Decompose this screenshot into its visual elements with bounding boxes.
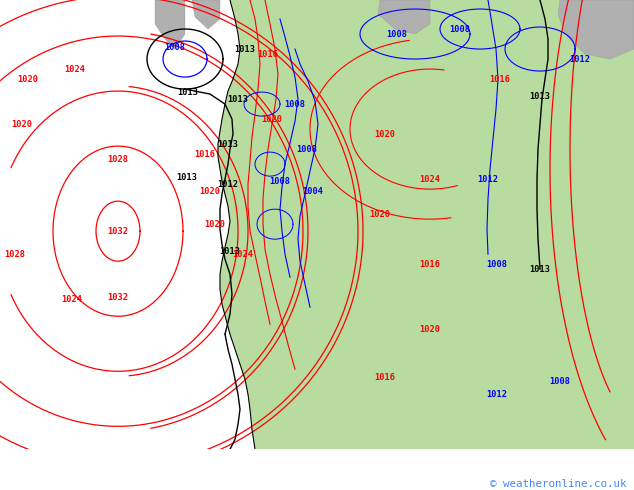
Text: © weatheronline.co.uk: © weatheronline.co.uk xyxy=(490,479,626,489)
Text: 1024: 1024 xyxy=(420,174,441,184)
Text: 1024: 1024 xyxy=(65,65,86,74)
Text: 1008: 1008 xyxy=(387,29,408,39)
Text: 1012: 1012 xyxy=(477,174,498,184)
Text: 1013: 1013 xyxy=(529,265,550,274)
Text: 1016: 1016 xyxy=(257,49,278,58)
Text: 1028: 1028 xyxy=(108,155,129,164)
Text: 1020: 1020 xyxy=(261,115,283,123)
Text: 1008: 1008 xyxy=(269,176,290,186)
Text: 1012: 1012 xyxy=(486,390,507,399)
Text: 1024: 1024 xyxy=(61,294,82,304)
Text: 1032: 1032 xyxy=(108,227,129,236)
Text: 1016: 1016 xyxy=(489,74,510,84)
Text: 1016: 1016 xyxy=(195,149,216,159)
Text: 1013: 1013 xyxy=(217,140,238,148)
Text: Th 30-05-2024 00:00 UTC (12+108): Th 30-05-2024 00:00 UTC (12+108) xyxy=(406,457,626,467)
Text: 1020: 1020 xyxy=(205,220,226,229)
Text: 1032: 1032 xyxy=(108,293,129,302)
Text: 1012: 1012 xyxy=(569,54,590,64)
Polygon shape xyxy=(378,0,430,34)
Polygon shape xyxy=(558,0,634,59)
Text: 1013: 1013 xyxy=(228,95,249,103)
Text: 1028: 1028 xyxy=(4,250,25,259)
Text: 1012: 1012 xyxy=(217,180,238,189)
Text: 1020: 1020 xyxy=(11,120,32,128)
Text: 1008: 1008 xyxy=(297,145,318,153)
Text: 1008: 1008 xyxy=(285,99,306,109)
Text: 1024: 1024 xyxy=(233,250,254,259)
Text: 1020: 1020 xyxy=(200,187,221,196)
Polygon shape xyxy=(192,0,220,29)
Text: 1008: 1008 xyxy=(550,377,571,386)
Text: 1013: 1013 xyxy=(529,92,550,100)
Text: 1020: 1020 xyxy=(18,74,39,84)
Text: 1004: 1004 xyxy=(302,187,323,196)
Text: 1016: 1016 xyxy=(375,373,396,382)
Polygon shape xyxy=(218,0,634,449)
Text: 1008: 1008 xyxy=(486,260,507,269)
Text: 1016: 1016 xyxy=(420,260,441,269)
Polygon shape xyxy=(155,0,185,49)
Text: 1008: 1008 xyxy=(164,43,186,51)
Text: 1013: 1013 xyxy=(219,246,240,256)
Text: 1008: 1008 xyxy=(450,24,470,33)
Text: 1013: 1013 xyxy=(178,88,198,97)
Text: Surface pressure [hPa] ECMWF: Surface pressure [hPa] ECMWF xyxy=(8,457,200,467)
Text: 1013: 1013 xyxy=(235,45,256,53)
Text: 1020: 1020 xyxy=(370,210,391,219)
Text: 1020: 1020 xyxy=(375,129,396,139)
Text: 1020: 1020 xyxy=(420,325,441,334)
Text: 1013: 1013 xyxy=(176,172,198,182)
